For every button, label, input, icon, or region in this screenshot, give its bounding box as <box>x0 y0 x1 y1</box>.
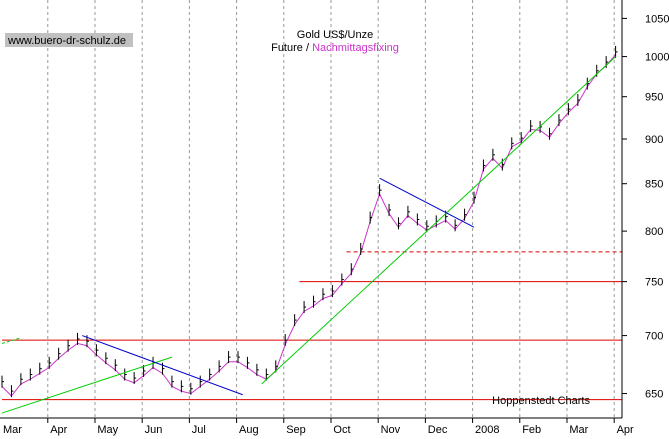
x-axis: Mar Apr May Jun Jul Aug Sep Oct Nov Dec 2008 Feb Mar… <box>3 418 634 436</box>
trend-line-uptrend <box>1 337 22 344</box>
x-tick-label: Jun <box>145 424 163 436</box>
x-tick-label: Apr <box>50 424 67 436</box>
x-tick-label: Sep <box>286 424 306 436</box>
plot-background <box>0 0 622 418</box>
x-tick-label: Mar <box>569 424 588 436</box>
source-label: Hoppenstedt Charts <box>492 395 590 407</box>
y-tick-label: 800 <box>645 226 663 238</box>
x-tick-label: May <box>97 424 118 436</box>
chart-subtitle: Future / Nachmittagsfixing <box>271 42 399 54</box>
subtitle-part-fixing: Nachmittagsfixing <box>312 42 399 54</box>
trend-line-downtrend <box>379 177 475 228</box>
y-tick-label: 700 <box>645 331 663 343</box>
x-tick-label: Dec <box>428 424 448 436</box>
subtitle-part-future: Future / <box>271 42 312 54</box>
y-axis: 650 700 750 800 850 900 950 1000 1050 <box>622 13 669 401</box>
chart-title: Gold US$/Unze <box>297 29 373 41</box>
trend-line-uptrend <box>1 356 173 414</box>
trend-lines <box>1 56 616 414</box>
trend-line-downtrend <box>82 335 243 396</box>
y-tick-label: 850 <box>645 179 663 191</box>
x-tick-label: Apr <box>617 424 634 436</box>
x-tick-label: Oct <box>333 424 350 436</box>
series-line-fixing <box>1 54 616 397</box>
y-tick-label: 650 <box>645 389 663 401</box>
y-tick-label: 1050 <box>645 13 669 25</box>
y-tick-label: 900 <box>645 134 663 146</box>
website-label-background <box>5 33 133 47</box>
x-tick-label: 2008 <box>475 424 499 436</box>
x-tick-label: Feb <box>522 424 541 436</box>
support-lines <box>2 251 622 401</box>
x-tick-label: Mar <box>3 424 22 436</box>
y-tick-label: 950 <box>645 92 663 104</box>
x-tick-label: Aug <box>239 424 259 436</box>
website-label: www.buero-dr-schulz.de <box>7 35 126 47</box>
trend-line-uptrend <box>261 56 616 385</box>
x-tick-label: Nov <box>381 424 401 436</box>
y-tick-label: 750 <box>645 277 663 289</box>
x-tick-label: Jul <box>192 424 206 436</box>
y-tick-label: 1000 <box>645 52 669 64</box>
